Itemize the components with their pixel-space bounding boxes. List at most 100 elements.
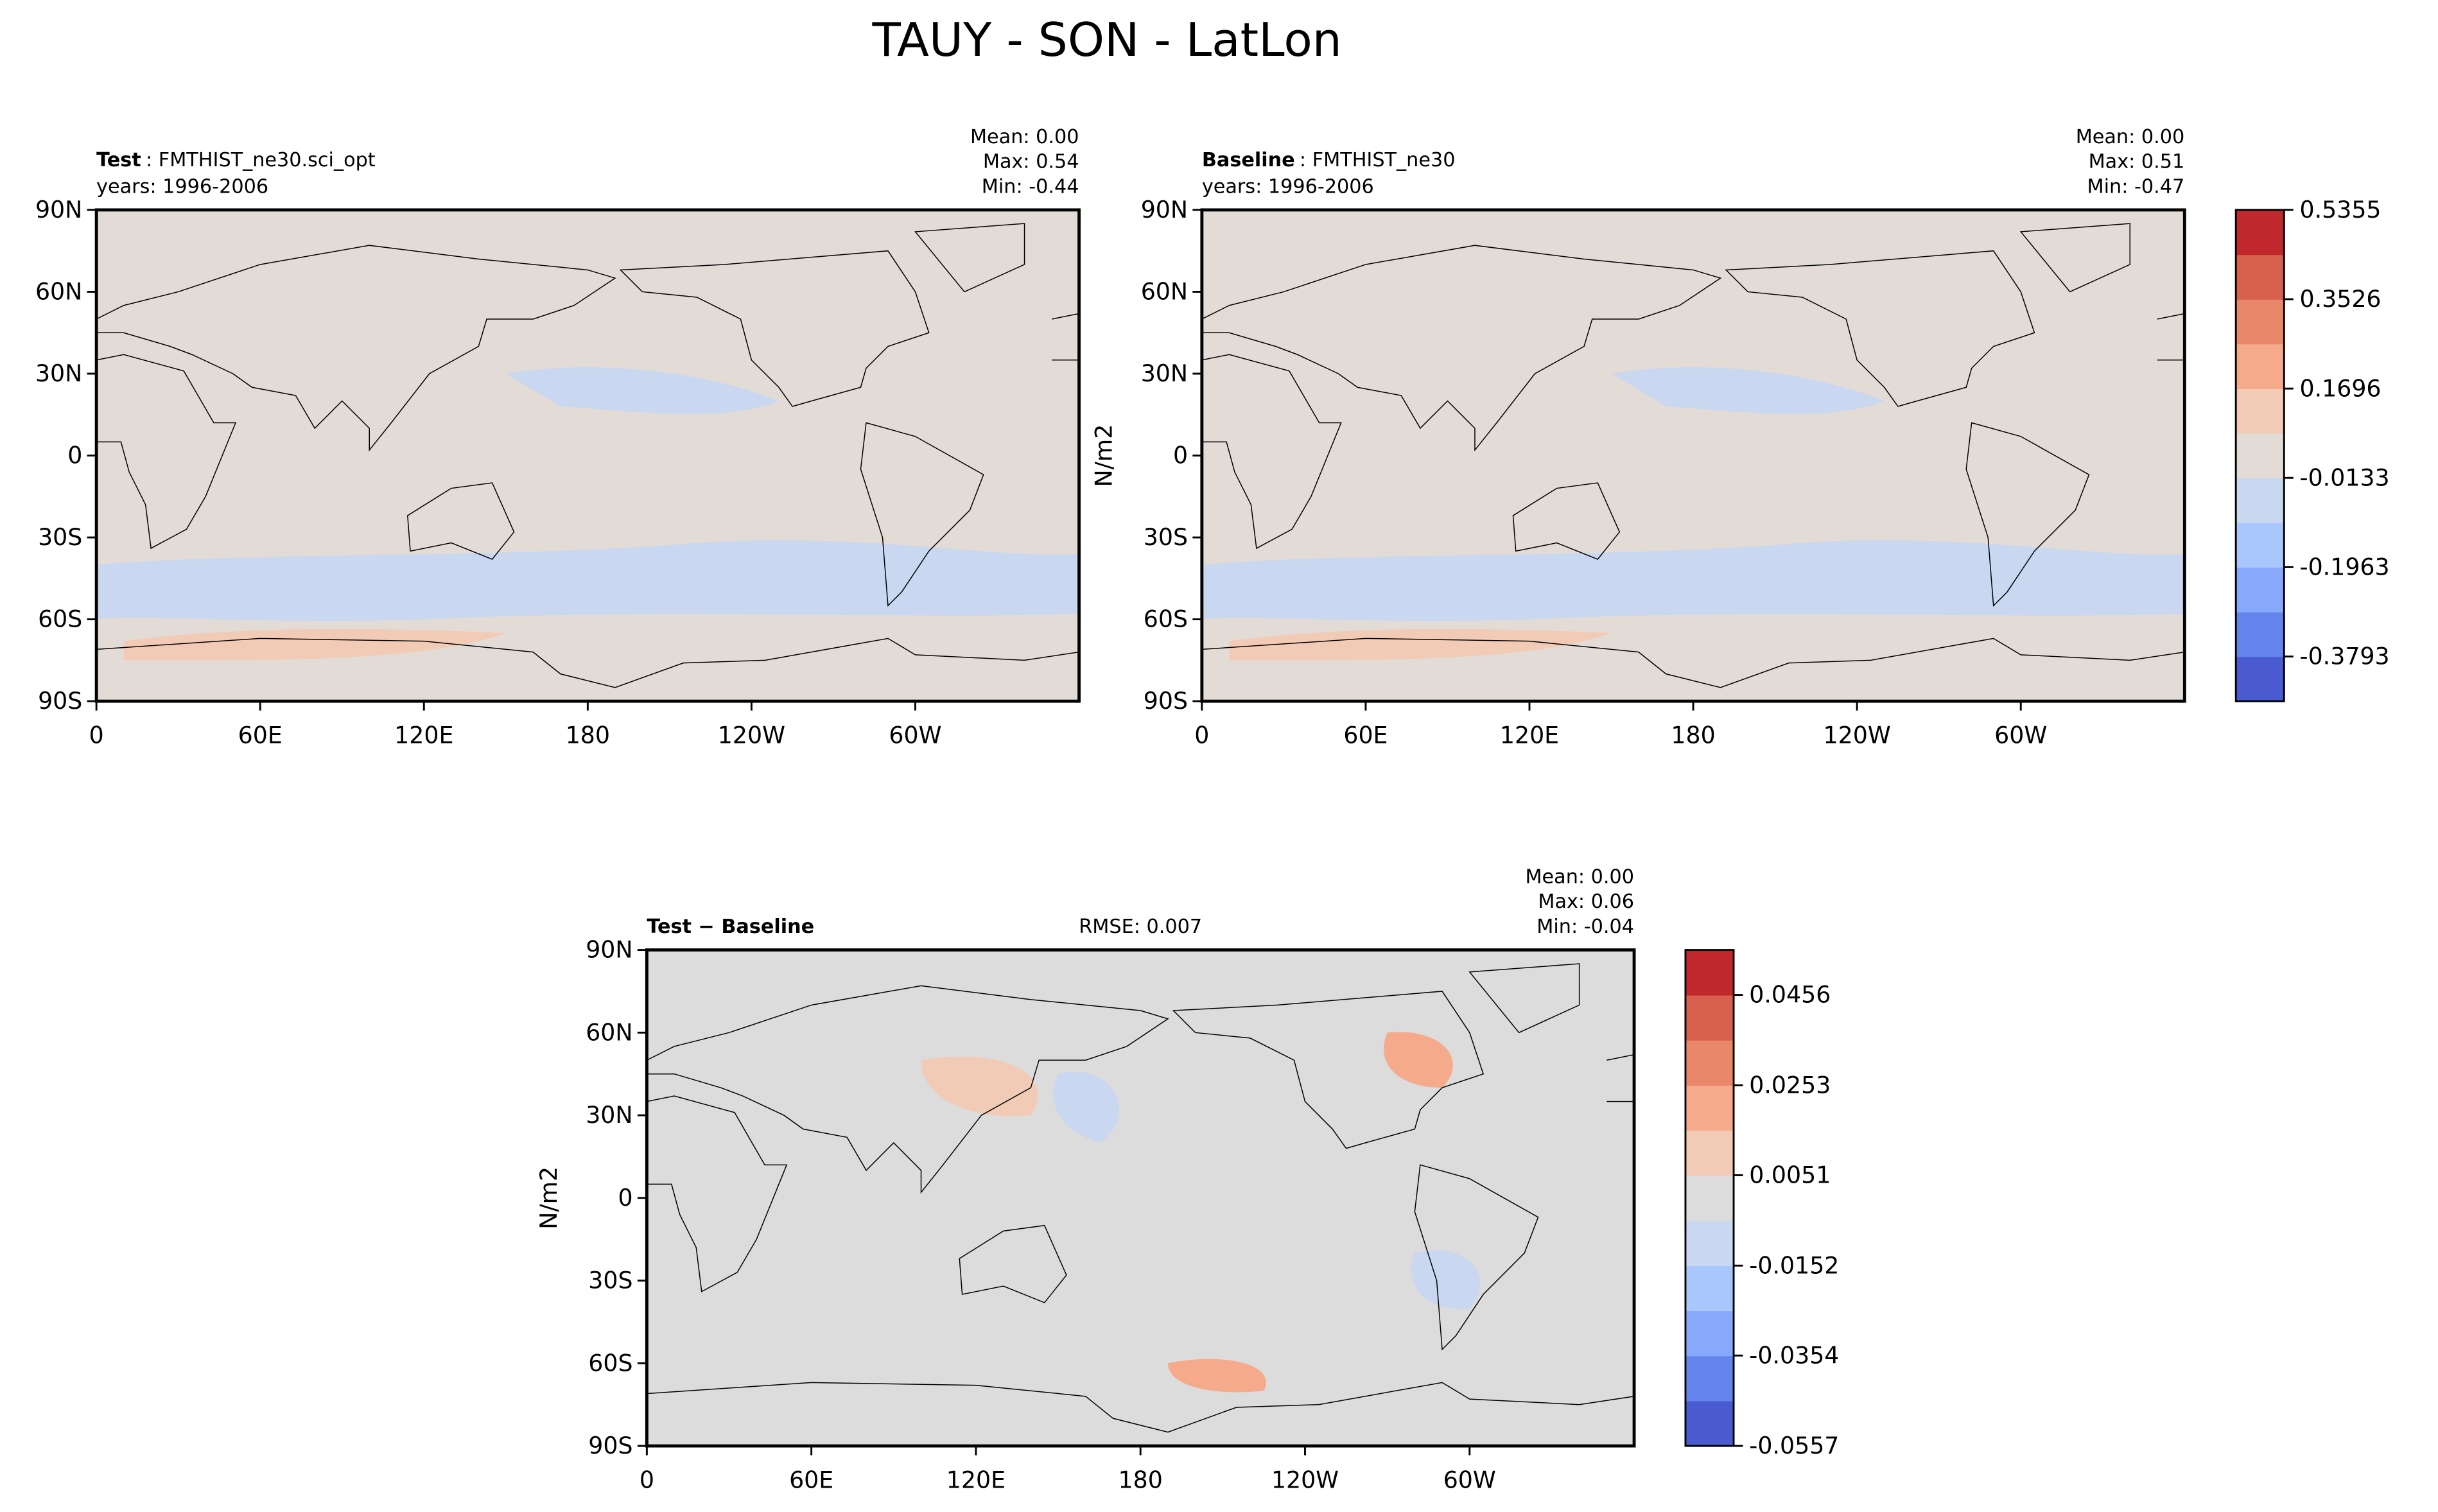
colorbar-band <box>2236 656 2285 702</box>
colorbar-band <box>2236 433 2285 479</box>
y-axis-label: N/m2 <box>535 1167 562 1230</box>
y-tick-label: 60N <box>35 278 82 306</box>
x-tick-label: 0 <box>1194 722 1209 749</box>
stat-text: Mean: 0.00 <box>2076 126 2185 148</box>
colorbar-band <box>1685 1265 1734 1312</box>
y-tick-label: 90N <box>1141 196 1188 223</box>
panel-subtitle: years: 1996-2006 <box>96 175 268 198</box>
stat-text: Mean: 0.00 <box>970 126 1079 148</box>
colorbar-tick-label: -0.3793 <box>2299 643 2389 670</box>
colorbar-band <box>2236 388 2285 434</box>
colorbar-tick-label: 0.0051 <box>1749 1161 1831 1189</box>
colorbar-frame <box>1684 949 1735 1447</box>
y-axis-label: N/m2 <box>1090 424 1117 487</box>
y-tick-label: 30S <box>588 1267 632 1294</box>
y-tick-label: 30N <box>586 1101 632 1129</box>
colorbar-frame <box>2234 209 2285 702</box>
colorbar-tick-label: -0.0133 <box>2299 464 2389 491</box>
rmse-annotation: RMSE: 0.007 <box>1079 916 1202 938</box>
colorbar-tick-label: 0.1696 <box>2299 374 2381 402</box>
y-tick-label: 90S <box>1144 687 1188 715</box>
map-background <box>96 209 1079 702</box>
x-tick-label: 180 <box>566 722 610 749</box>
x-tick-label: 180 <box>1671 722 1715 749</box>
y-tick-label: 30S <box>38 523 82 551</box>
y-tick-label: 30N <box>1141 360 1188 387</box>
y-tick-label: 0 <box>67 442 82 469</box>
map-background <box>1201 209 2185 702</box>
panel-title-name: Test − Baseline <box>647 916 814 938</box>
colorbar-band <box>1685 1085 1734 1131</box>
colorbar-tick-label: 0.5355 <box>2299 196 2381 223</box>
y-tick-label: 60N <box>1141 278 1188 306</box>
colorbar-band <box>2236 567 2285 613</box>
panel-title: Test − Baseline <box>647 916 814 938</box>
x-tick-label: 60E <box>789 1466 833 1493</box>
y-tick-label: 90S <box>38 687 82 715</box>
colorbar-tick-label: 0.0456 <box>1749 981 1831 1009</box>
y-tick-label: 90N <box>35 196 82 223</box>
colorbar-tick-label: -0.0152 <box>1749 1251 1839 1279</box>
stat-text: Max: 0.06 <box>1538 891 1634 913</box>
panel-title: Baseline: FMTHIST_ne30 <box>1202 149 1456 171</box>
stat-text: Min: -0.44 <box>982 175 1079 198</box>
stat-text: Min: -0.47 <box>2087 175 2185 198</box>
colorbar-band <box>1685 1310 1734 1357</box>
colorbar-band <box>1685 995 1734 1041</box>
y-tick-label: 60S <box>38 605 82 633</box>
colorbar-band <box>1685 1130 1734 1176</box>
y-tick-label: 60N <box>586 1018 632 1046</box>
figure-title: TAUY - SON - LatLon <box>871 13 1341 67</box>
y-tick-label: 90N <box>586 936 632 964</box>
x-tick-label: 60E <box>1343 722 1388 749</box>
colorbar-band <box>2236 299 2285 345</box>
x-tick-label: 120W <box>718 722 785 749</box>
colorbar-band <box>2236 343 2285 389</box>
stat-text: Min: -0.04 <box>1537 916 1634 938</box>
y-tick-label: 60S <box>588 1349 632 1377</box>
colorbar-band <box>2236 254 2285 300</box>
colorbar-band <box>2236 522 2285 568</box>
x-tick-label: 120E <box>946 1466 1006 1493</box>
x-tick-label: 120W <box>1824 722 1891 749</box>
x-tick-label: 120W <box>1271 1466 1339 1493</box>
colorbar-band <box>1685 950 1734 996</box>
x-tick-label: 60E <box>238 722 283 749</box>
x-tick-label: 120E <box>394 722 453 749</box>
panel-subtitle: years: 1996-2006 <box>1202 175 1374 198</box>
x-tick-label: 60W <box>1443 1466 1496 1493</box>
panel-title-case: : FMTHIST_ne30 <box>1300 149 1456 171</box>
map <box>647 950 1635 1447</box>
x-tick-label: 180 <box>1119 1466 1163 1493</box>
y-tick-label: 30N <box>35 360 82 387</box>
colorbar-band <box>1685 1400 1734 1447</box>
x-tick-label: 60W <box>889 722 941 749</box>
panel-title: Test: FMTHIST_ne30.sci_opt <box>96 149 376 171</box>
colorbar-tick-label: -0.1963 <box>2299 553 2389 581</box>
colorbar-band <box>1685 1220 1734 1266</box>
x-tick-label: 120E <box>1500 722 1559 749</box>
x-tick-label: 0 <box>89 722 104 749</box>
panel-title-case: : FMTHIST_ne30.sci_opt <box>146 149 376 171</box>
y-tick-label: 30S <box>1144 523 1188 551</box>
colorbar-band <box>1685 1175 1734 1221</box>
y-tick-label: 0 <box>1173 442 1188 469</box>
x-tick-label: 60W <box>1994 722 2047 749</box>
map-background <box>647 950 1635 1447</box>
x-tick-label: 0 <box>640 1466 654 1493</box>
stat-text: Max: 0.54 <box>983 151 1079 173</box>
colorbar-tick-label: 0.0253 <box>1749 1071 1831 1099</box>
panel-title-name: Baseline <box>1202 149 1295 171</box>
colorbar-tick-label: -0.0354 <box>1749 1341 1839 1369</box>
map <box>1201 209 2185 702</box>
colorbar-band <box>2236 612 2285 657</box>
colorbar-band <box>1685 1355 1734 1402</box>
panel-title-name: Test <box>96 149 141 171</box>
y-tick-label: 90S <box>588 1432 632 1459</box>
y-tick-label: 0 <box>618 1184 632 1212</box>
colorbar-band <box>1685 1040 1734 1086</box>
colorbar-tick-label: -0.0557 <box>1749 1432 1839 1459</box>
stat-text: Mean: 0.00 <box>1525 865 1634 888</box>
